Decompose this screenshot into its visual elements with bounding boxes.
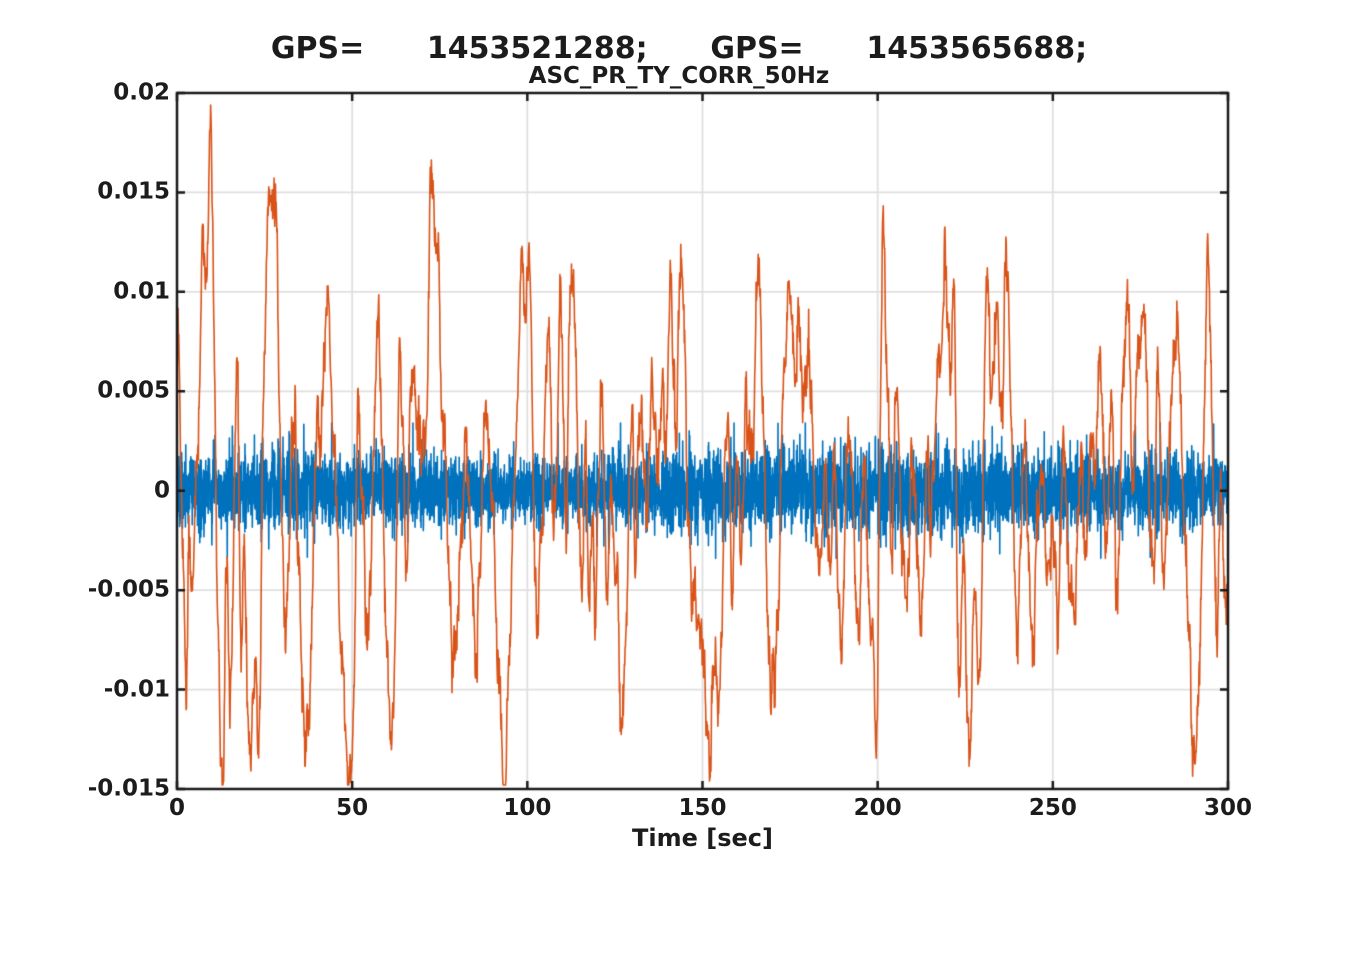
x-tick-label: 300: [1203, 795, 1253, 821]
y-tick-label: 0.01: [113, 278, 170, 305]
y-tick-label: -0.005: [87, 576, 170, 603]
x-tick-label: 0: [168, 795, 186, 821]
y-tick-label: 0.005: [97, 377, 170, 404]
x-tick-label: 100: [503, 795, 552, 821]
x-tick-label: 250: [1028, 795, 1077, 821]
chart-title: GPS= 1453521288; GPS= 1453565688;: [270, 31, 1088, 66]
y-tick-label: 0.02: [113, 79, 170, 106]
y-tick-label: 0.015: [97, 178, 170, 205]
x-tick-label: 50: [336, 795, 369, 821]
y-tick-label: 0: [153, 477, 170, 504]
x-tick-label: 150: [678, 795, 727, 821]
y-tick-label: -0.015: [87, 775, 170, 802]
x-tick-label: 200: [853, 795, 902, 821]
x-axis-label: Time [sec]: [632, 824, 773, 852]
y-tick-label: -0.01: [103, 676, 170, 703]
chart-subtitle: ASC_PR_TY_CORR_50Hz: [528, 63, 830, 89]
